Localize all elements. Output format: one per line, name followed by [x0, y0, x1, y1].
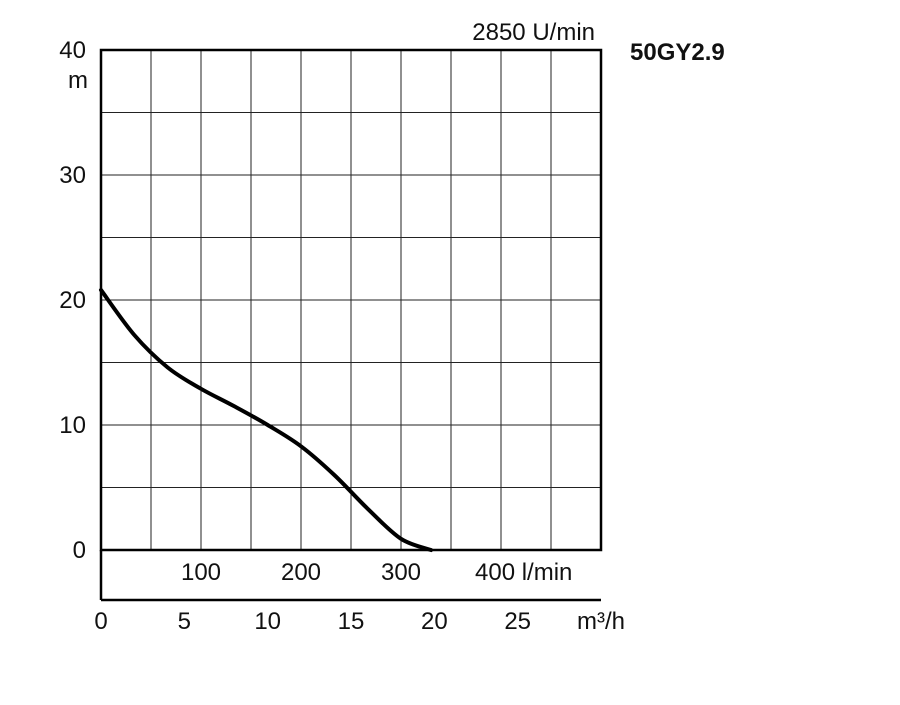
x-tick-label-m3h: 5 — [178, 608, 191, 635]
labels: 0 10 20 30 40 0 5 10 15 20 25 100 200 300 400 l/min — [59, 37, 572, 635]
grid — [101, 50, 601, 550]
x-tick-label-m3h: 0 — [94, 608, 107, 635]
pump-curve-line — [99, 288, 433, 552]
x-tick-label-lmin: 100 — [181, 559, 221, 586]
x-tick-label-lmin: 200 — [281, 559, 321, 586]
y-unit-label: m — [68, 67, 88, 94]
y-tick-label: 20 — [59, 287, 86, 314]
axes — [99, 48, 603, 602]
y-tick-label: 0 — [73, 537, 86, 564]
y-tick-label: 10 — [59, 412, 86, 439]
x-tick-label-m3h: 10 — [254, 608, 281, 635]
x-tick-label-m3h: 25 — [504, 608, 531, 635]
x-unit-label: m³/h — [577, 608, 625, 635]
y-tick-label: 40 — [59, 37, 86, 64]
x-tick-label-lmin: 400 l/min — [475, 559, 572, 586]
x-tick-label-m3h: 15 — [338, 608, 365, 635]
x-tick-label-lmin: 300 — [381, 559, 421, 586]
y-tick-label: 30 — [59, 162, 86, 189]
x-tick-label-m3h: 20 — [421, 608, 448, 635]
plot-frame — [99, 48, 603, 552]
speed-label: 2850 U/min — [472, 19, 595, 46]
model-label: 50GY2.9 — [630, 39, 725, 66]
curve-layer — [99, 288, 433, 552]
